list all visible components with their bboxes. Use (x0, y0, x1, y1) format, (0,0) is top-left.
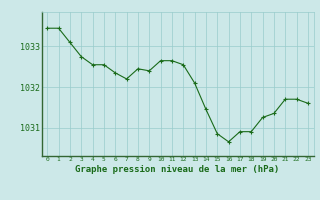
X-axis label: Graphe pression niveau de la mer (hPa): Graphe pression niveau de la mer (hPa) (76, 165, 280, 174)
